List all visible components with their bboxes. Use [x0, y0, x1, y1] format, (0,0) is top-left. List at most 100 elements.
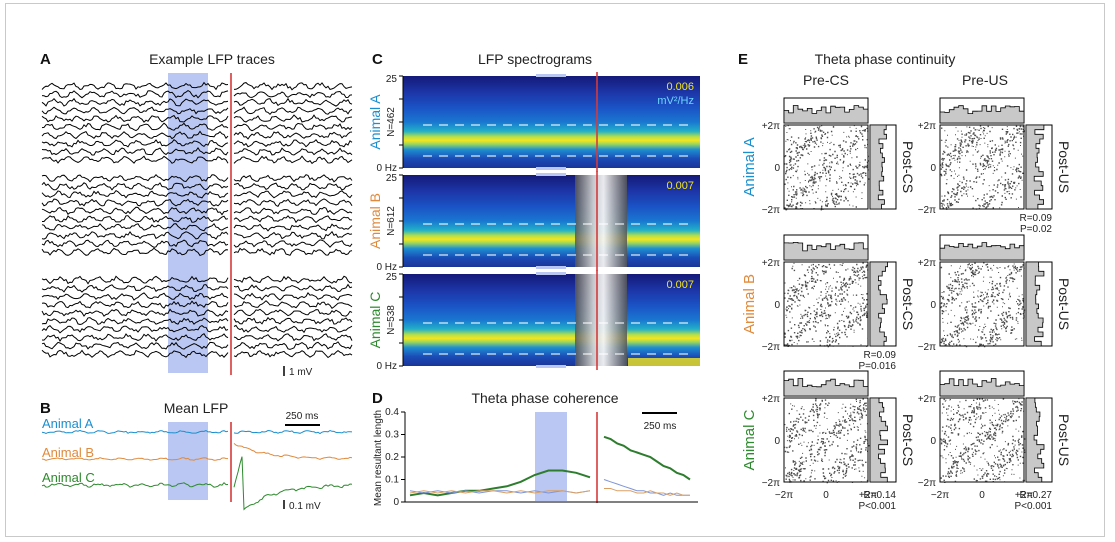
panel-b-label: B [40, 400, 51, 417]
lfp-trace [41, 222, 229, 232]
lfp-trace [41, 173, 229, 183]
spectrogram-animal-label: Animal C [367, 292, 383, 349]
scatter-stat-r: R=0.27 [1019, 490, 1052, 501]
coherence-y-tick-label: 0.3 [385, 430, 399, 441]
lfp-trace [41, 231, 229, 240]
phase-scatter: Post-US +2π 0 −2π [918, 234, 1072, 353]
panel-d-time-scalebar-label: 250 ms [644, 421, 677, 432]
scatter-y-top: +2π [762, 258, 780, 269]
spectrogram-cs-marker [536, 74, 566, 77]
lfp-trace [233, 333, 353, 342]
scatter-points [784, 125, 870, 211]
scatter-y-top: +2π [762, 121, 780, 132]
lfp-trace [41, 155, 229, 164]
scatter-stat-p: P=0.02 [1020, 224, 1052, 235]
coherence-y-tick-label: 0.1 [385, 475, 399, 486]
panel-e-scatters: Animal A Post-CS+2π0−2πPost-US+2π0−2πR=0.… [741, 97, 1072, 512]
lfp-trace [41, 349, 229, 359]
lfp-trace [42, 215, 229, 223]
spectrogram-max-value: 0.006 [666, 81, 694, 93]
scatter-x-right: +2π [859, 490, 877, 501]
panel-a-cs-shade [168, 73, 208, 373]
scatter-x-mid: 0 [823, 490, 829, 501]
scatter-y-bot: −2π [762, 205, 780, 216]
right-histogram [869, 124, 887, 210]
spectrogram-artifact [575, 274, 627, 366]
scatter-stat-p: P=0.016 [858, 361, 896, 372]
right-histogram [1025, 124, 1045, 210]
lfp-trace [41, 300, 229, 309]
lfp-trace [233, 206, 353, 215]
lfp-trace [41, 81, 229, 91]
lfp-trace [41, 308, 229, 317]
scatter-points [940, 398, 1026, 483]
phase-scatter: Post-CS +2π 0 −2π [762, 97, 916, 216]
scatter-y-top: +2π [918, 394, 936, 405]
lfp-trace [233, 155, 353, 165]
panel-a-traces [41, 81, 353, 359]
spectrogram-n-label: N=538 [386, 305, 397, 335]
spectrogram [403, 274, 700, 366]
spectrogram-band [628, 358, 700, 366]
panel-b-time-scalebar-label: 250 ms [286, 411, 319, 422]
mean-lfp-trace-post [233, 429, 353, 435]
lfp-trace [233, 174, 353, 183]
lfp-trace [41, 198, 229, 207]
spectrogram-y-top: 25 [386, 272, 398, 283]
panel-b-volt-scalebar-label: 0.1 mV [289, 501, 321, 512]
top-histogram [783, 242, 869, 261]
scatter-y-top: +2π [918, 258, 936, 269]
lfp-trace [233, 324, 353, 334]
mean-lfp-trace-pre [41, 429, 229, 435]
mean-lfp-trace-pre [41, 481, 229, 488]
lfp-trace [41, 114, 229, 123]
right-histogram [869, 261, 888, 347]
top-histogram [783, 105, 869, 124]
scatter-points [784, 262, 869, 348]
coherence-y-tick-label: 0.4 [385, 407, 399, 418]
scatter-row-label: Post-CS [900, 278, 916, 330]
spectrogram-n-label: N=462 [386, 107, 397, 137]
lfp-trace [233, 308, 353, 317]
lfp-trace [41, 146, 229, 156]
lfp-trace [233, 182, 353, 191]
lfp-trace [41, 284, 229, 293]
panel-d-y-axis-label: Mean resultant length [373, 410, 384, 506]
lfp-trace [233, 114, 353, 123]
panel-b-title: Mean LFP [164, 400, 229, 416]
phase-scatter: Post-CS+2π0−2π−2π 0 +2πR=0.14P<0.001 [762, 370, 916, 512]
lfp-trace [41, 189, 229, 199]
lfp-trace [233, 106, 353, 116]
lfp-trace [41, 341, 229, 350]
spectrogram [403, 175, 700, 267]
panel-b-animal-b-label: Animal B [42, 445, 94, 460]
lfp-trace [233, 292, 353, 301]
lfp-trace [233, 349, 353, 359]
lfp-trace [41, 122, 229, 132]
scatter-row-label: Post-CS [900, 141, 916, 193]
scatter-x-left: −2π [775, 490, 793, 501]
lfp-trace [233, 139, 353, 148]
lfp-trace [41, 239, 229, 248]
scatter-y-mid: 0 [930, 163, 936, 174]
lfp-trace [41, 106, 229, 115]
spectrogram-y-top: 25 [386, 74, 398, 85]
top-histogram [939, 242, 1025, 261]
spectrogram-cs-marker [536, 167, 566, 170]
scatter-y-mid: 0 [930, 300, 936, 311]
scatter-y-mid: 0 [774, 436, 780, 447]
right-histogram [869, 397, 888, 483]
spectrogram-y-bottom: 0 Hz [376, 163, 397, 174]
scatter-y-bot: −2π [918, 205, 936, 216]
scatter-stat-r: R=0.09 [863, 350, 896, 361]
lfp-trace [233, 122, 353, 132]
lfp-trace [41, 97, 229, 107]
lfp-trace [233, 300, 353, 309]
phase-scatter: Post-US +2π 0 −2π R=0.09P=0.02 [918, 97, 1072, 235]
lfp-trace [41, 247, 229, 257]
spectrogram-y-bottom: 0 Hz [376, 361, 397, 372]
right-histogram [1025, 261, 1045, 347]
lfp-trace [41, 275, 229, 285]
lfp-trace [233, 247, 353, 256]
